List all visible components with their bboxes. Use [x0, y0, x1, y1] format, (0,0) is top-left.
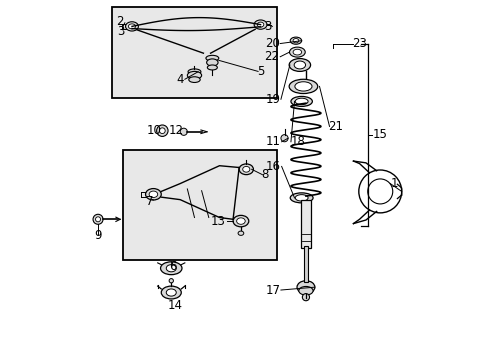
Circle shape — [95, 217, 101, 222]
Ellipse shape — [239, 164, 253, 175]
Text: 14: 14 — [167, 298, 182, 311]
Ellipse shape — [187, 71, 201, 79]
Text: 8: 8 — [261, 168, 268, 181]
Ellipse shape — [288, 59, 310, 71]
Ellipse shape — [290, 37, 301, 44]
Ellipse shape — [254, 20, 266, 29]
Ellipse shape — [290, 193, 312, 203]
Ellipse shape — [233, 215, 248, 227]
Ellipse shape — [160, 262, 182, 275]
Circle shape — [156, 125, 168, 136]
Ellipse shape — [145, 189, 161, 200]
Text: 19: 19 — [264, 93, 280, 106]
Text: 2: 2 — [116, 14, 124, 27]
Ellipse shape — [125, 22, 138, 31]
Text: 3: 3 — [264, 20, 271, 33]
Text: 22: 22 — [264, 50, 279, 63]
Ellipse shape — [166, 265, 176, 272]
Ellipse shape — [236, 218, 244, 224]
Text: 16: 16 — [265, 160, 281, 173]
Ellipse shape — [292, 39, 298, 43]
Ellipse shape — [290, 96, 312, 107]
Ellipse shape — [161, 286, 181, 299]
Ellipse shape — [294, 82, 311, 91]
Text: 1: 1 — [390, 177, 398, 190]
Bar — [112, 7, 276, 98]
Text: 11: 11 — [265, 135, 281, 148]
Text: 15: 15 — [372, 129, 386, 141]
Text: 21: 21 — [328, 120, 343, 133]
Text: 12: 12 — [169, 124, 184, 137]
Text: 17: 17 — [264, 284, 280, 297]
Circle shape — [169, 279, 173, 283]
Text: 7: 7 — [146, 195, 153, 208]
Ellipse shape — [166, 289, 176, 296]
Text: 6: 6 — [169, 260, 177, 273]
Ellipse shape — [188, 77, 200, 82]
Text: 9: 9 — [94, 229, 102, 242]
Text: 23: 23 — [351, 37, 366, 50]
Text: 4: 4 — [176, 73, 183, 86]
Ellipse shape — [188, 69, 201, 75]
Ellipse shape — [207, 65, 217, 70]
Ellipse shape — [296, 281, 314, 294]
Ellipse shape — [295, 98, 307, 105]
Ellipse shape — [238, 231, 244, 235]
Text: 10: 10 — [147, 124, 162, 137]
Bar — [123, 150, 276, 260]
Ellipse shape — [292, 49, 301, 55]
Ellipse shape — [149, 191, 157, 198]
Ellipse shape — [294, 61, 305, 69]
Text: 20: 20 — [264, 37, 279, 50]
Circle shape — [302, 294, 309, 301]
Circle shape — [180, 128, 187, 135]
Text: 18: 18 — [290, 135, 305, 148]
Bar — [303, 246, 307, 282]
Text: 13: 13 — [211, 215, 225, 228]
Ellipse shape — [288, 79, 317, 94]
Circle shape — [159, 128, 165, 134]
Bar — [300, 200, 310, 248]
Text: 3: 3 — [117, 25, 124, 38]
Text: 5: 5 — [257, 65, 264, 78]
Ellipse shape — [257, 22, 263, 27]
Ellipse shape — [205, 55, 218, 61]
Ellipse shape — [242, 166, 249, 172]
Ellipse shape — [295, 195, 307, 201]
Circle shape — [281, 135, 287, 142]
Ellipse shape — [206, 59, 218, 66]
Ellipse shape — [128, 24, 135, 29]
Ellipse shape — [289, 47, 305, 57]
Ellipse shape — [298, 287, 312, 295]
Circle shape — [93, 214, 103, 224]
